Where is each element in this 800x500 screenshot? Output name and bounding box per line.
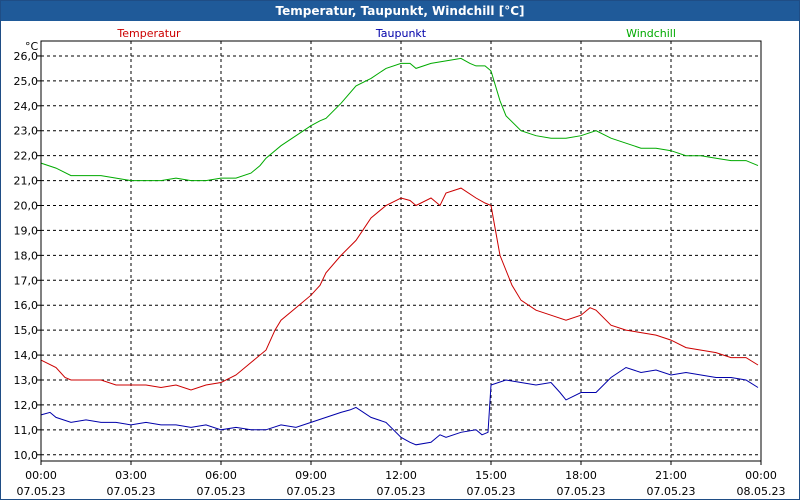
- series-line-windchill: [40, 57, 759, 182]
- grid-lines: [41, 41, 761, 461]
- y-tick-label: 16,0: [14, 299, 39, 312]
- x-tick-date: 07.05.23: [377, 485, 426, 498]
- x-tick-time: 21:00: [655, 469, 687, 482]
- chart-plot: 26,0 25,0 24,0 23,0 22,0 21,0 20,0 19,0 18,0 17,0…: [14, 27, 786, 498]
- x-tick-time: 00:00: [745, 469, 777, 482]
- y-axis-unit: °C: [25, 40, 39, 53]
- y-tick-label: 18,0: [14, 249, 39, 262]
- x-tick-time: 15:00: [475, 469, 507, 482]
- y-tick-label: 25,0: [14, 75, 39, 88]
- series-line-taupunkt: [40, 366, 759, 446]
- legend-taupunkt: Taupunkt: [375, 27, 427, 40]
- y-tick-label: 17,0: [14, 274, 39, 287]
- x-tick-time: 18:00: [565, 469, 597, 482]
- series-line-temperatur: [40, 187, 759, 391]
- x-tick-date: 08.05.23: [737, 485, 786, 498]
- x-tick-time: 12:00: [385, 469, 417, 482]
- series-lines: [40, 57, 759, 446]
- x-axis: 00:00 07.05.23 03:00 07.05.23 06:00 07.05.23 0…: [17, 461, 786, 498]
- y-tick-label: 11,0: [14, 424, 39, 437]
- y-tick-label: 15,0: [14, 324, 39, 337]
- y-tick-label: 20,0: [14, 200, 39, 213]
- x-tick-time: 03:00: [115, 469, 147, 482]
- y-tick-label: 10,0: [14, 449, 39, 462]
- x-tick-date: 07.05.23: [287, 485, 336, 498]
- x-tick-date: 07.05.23: [197, 485, 246, 498]
- x-tick-date: 07.05.23: [557, 485, 606, 498]
- y-tick-label: 23,0: [14, 125, 39, 138]
- y-tick-label: 19,0: [14, 224, 39, 237]
- x-tick-date: 07.05.23: [107, 485, 156, 498]
- y-tick-label: 14,0: [14, 349, 39, 362]
- legend-temperatur: Temperatur: [116, 27, 181, 40]
- chart-title: Temperatur, Taupunkt, Windchill [°C]: [1, 1, 799, 21]
- legend: Temperatur Taupunkt Windchill: [116, 27, 676, 40]
- legend-windchill: Windchill: [626, 27, 676, 40]
- x-tick-time: 09:00: [295, 469, 327, 482]
- y-tick-label: 22,0: [14, 150, 39, 163]
- y-axis: 26,0 25,0 24,0 23,0 22,0 21,0 20,0 19,0 18,0 17,0…: [14, 50, 41, 462]
- y-tick-label: 24,0: [14, 100, 39, 113]
- y-tick-label: 26,0: [14, 50, 39, 63]
- y-tick-label: 12,0: [14, 399, 39, 412]
- x-tick-date: 07.05.23: [17, 485, 66, 498]
- x-tick-time: 06:00: [205, 469, 237, 482]
- y-tick-label: 21,0: [14, 175, 39, 188]
- y-tick-label: 13,0: [14, 374, 39, 387]
- x-tick-date: 07.05.23: [647, 485, 696, 498]
- x-tick-date: 07.05.23: [467, 485, 516, 498]
- x-tick-time: 00:00: [25, 469, 57, 482]
